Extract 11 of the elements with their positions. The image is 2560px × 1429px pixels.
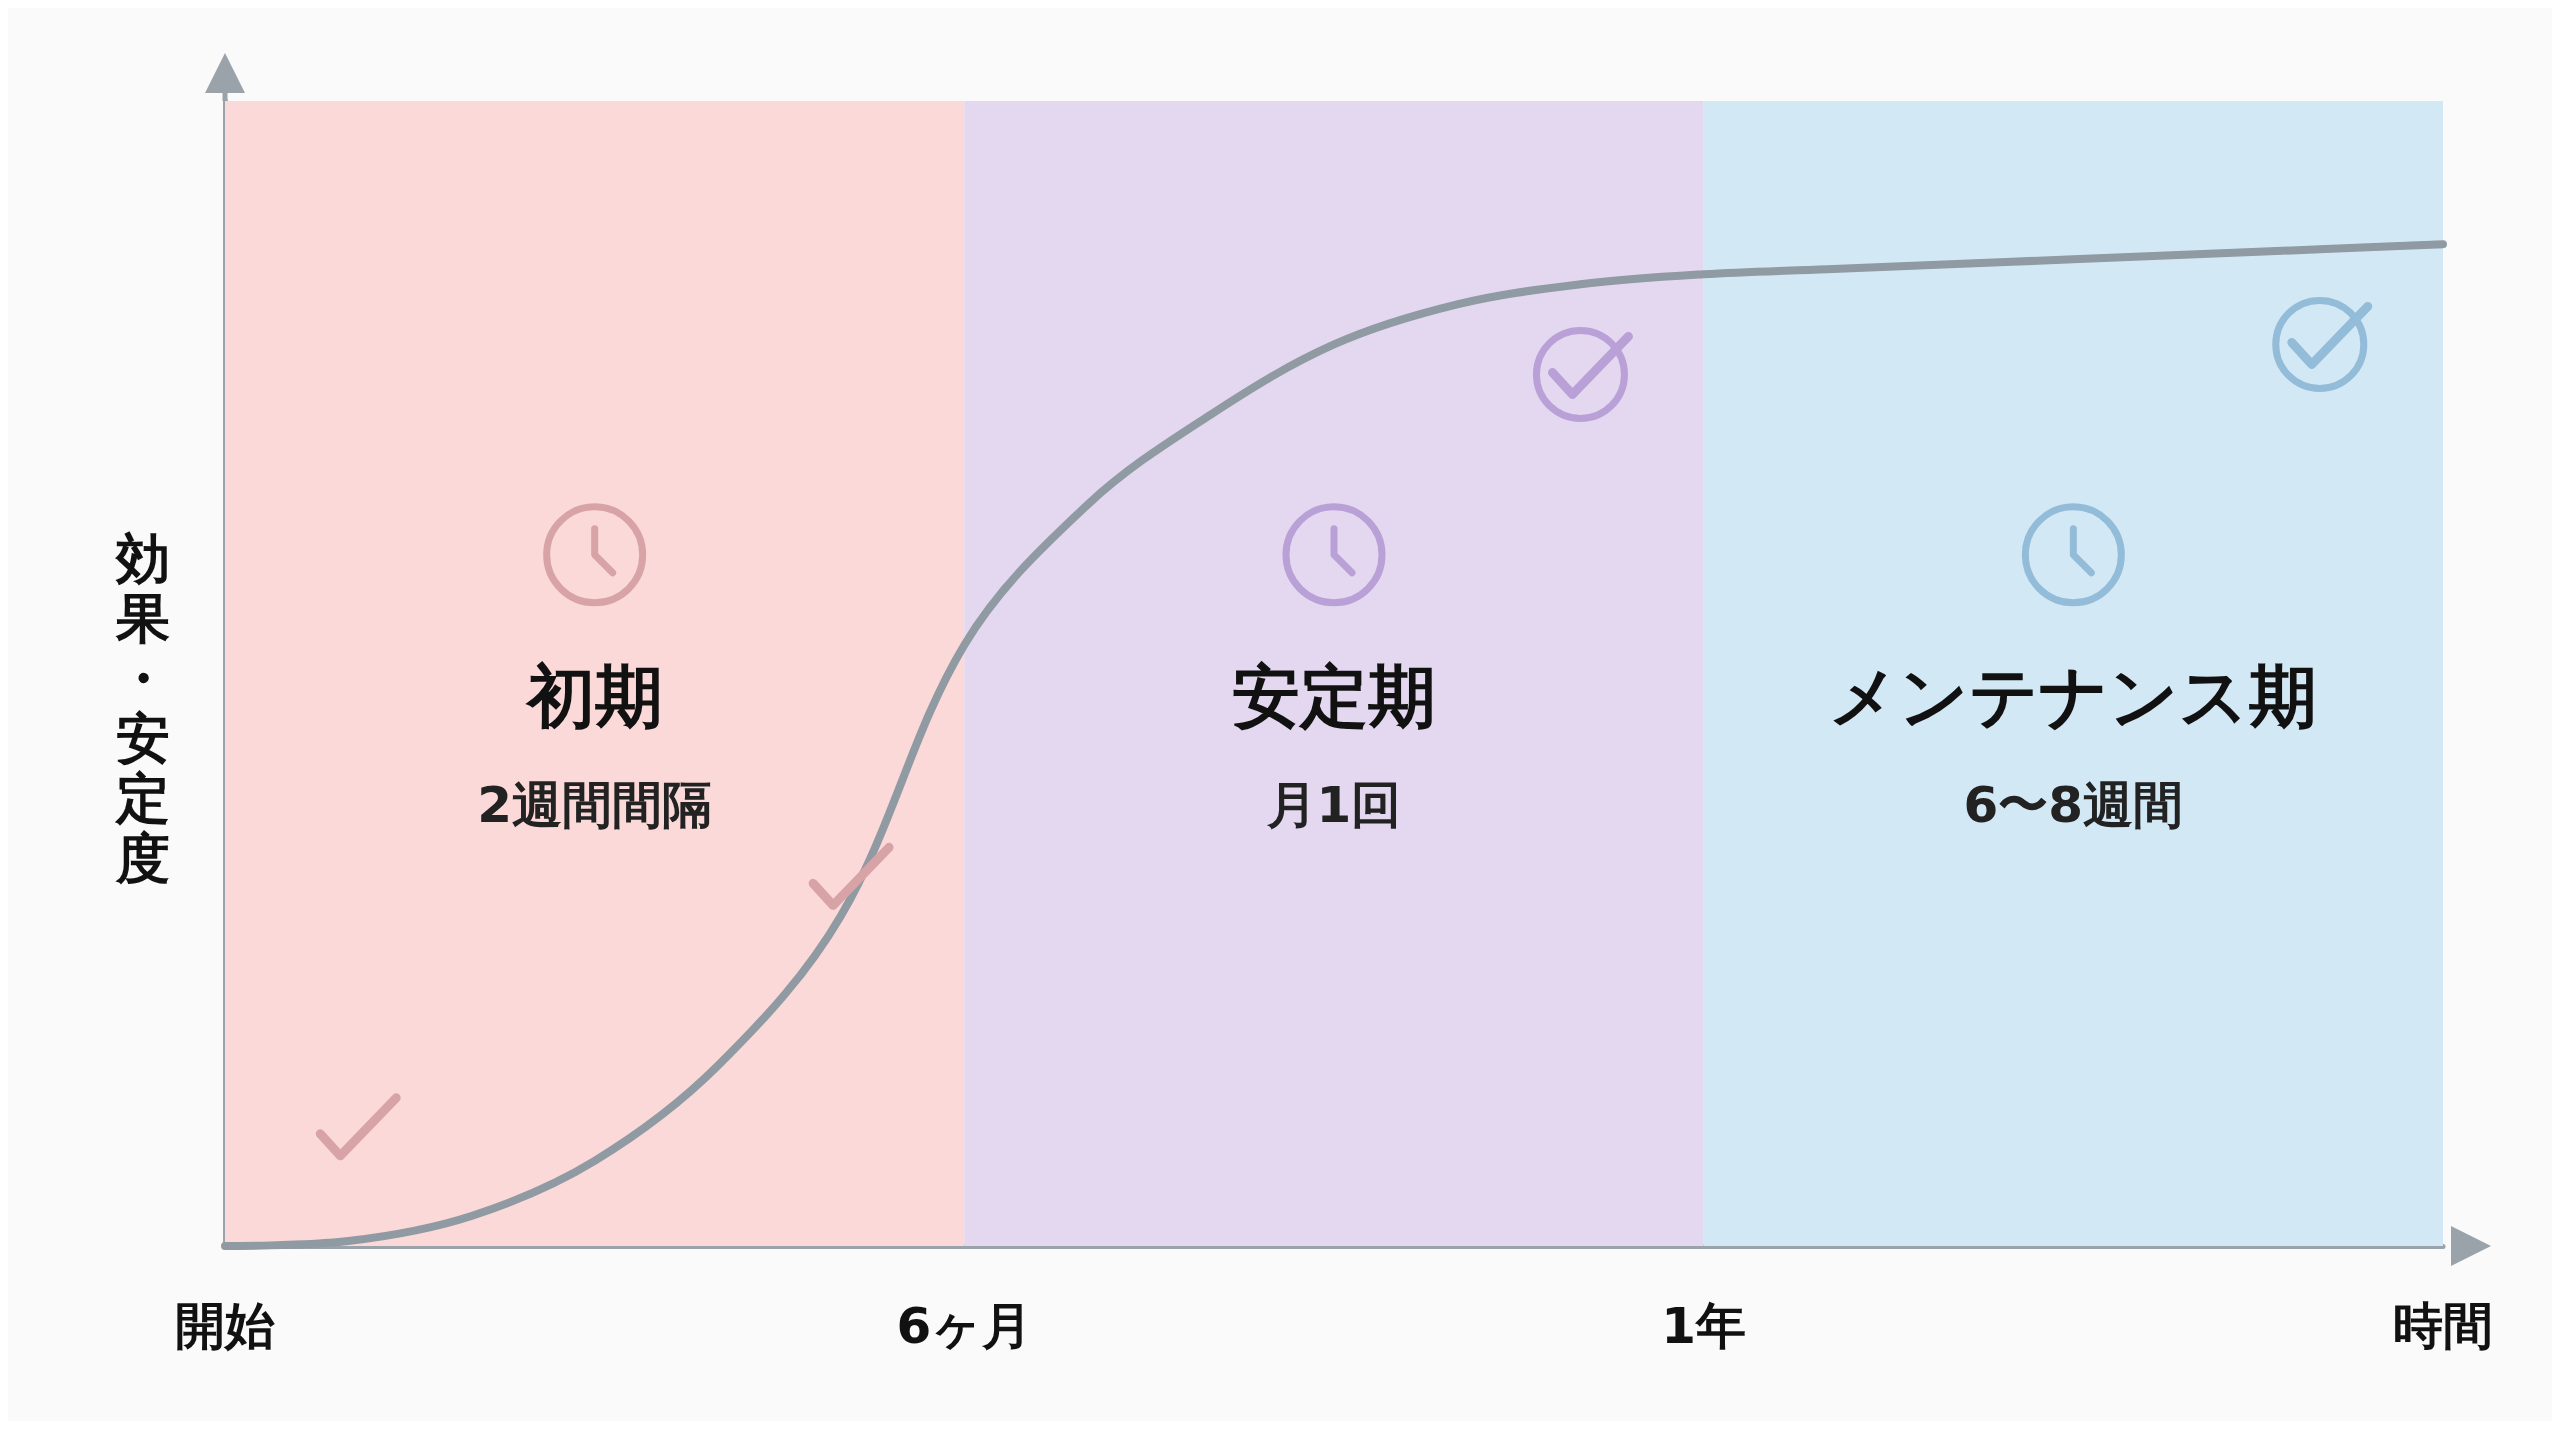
annotation: 2週間間隔 [477,776,713,834]
x-tick-label: 1年 [1661,1297,1747,1355]
annotation: 6〜8週間 [1963,776,2184,834]
annotation: 月1回 [1265,776,1402,834]
band-label: メンテナンス期 [1829,656,2318,736]
x-tick-label: 開始 [175,1297,275,1355]
x-tick-label: 6ヶ月 [896,1297,1033,1355]
y-axis-title: 効果・安定度 [114,526,170,890]
band-label: 初期 [524,656,663,736]
band-label: 安定期 [1232,656,1436,736]
x-tick-label: 時間 [2393,1297,2493,1355]
